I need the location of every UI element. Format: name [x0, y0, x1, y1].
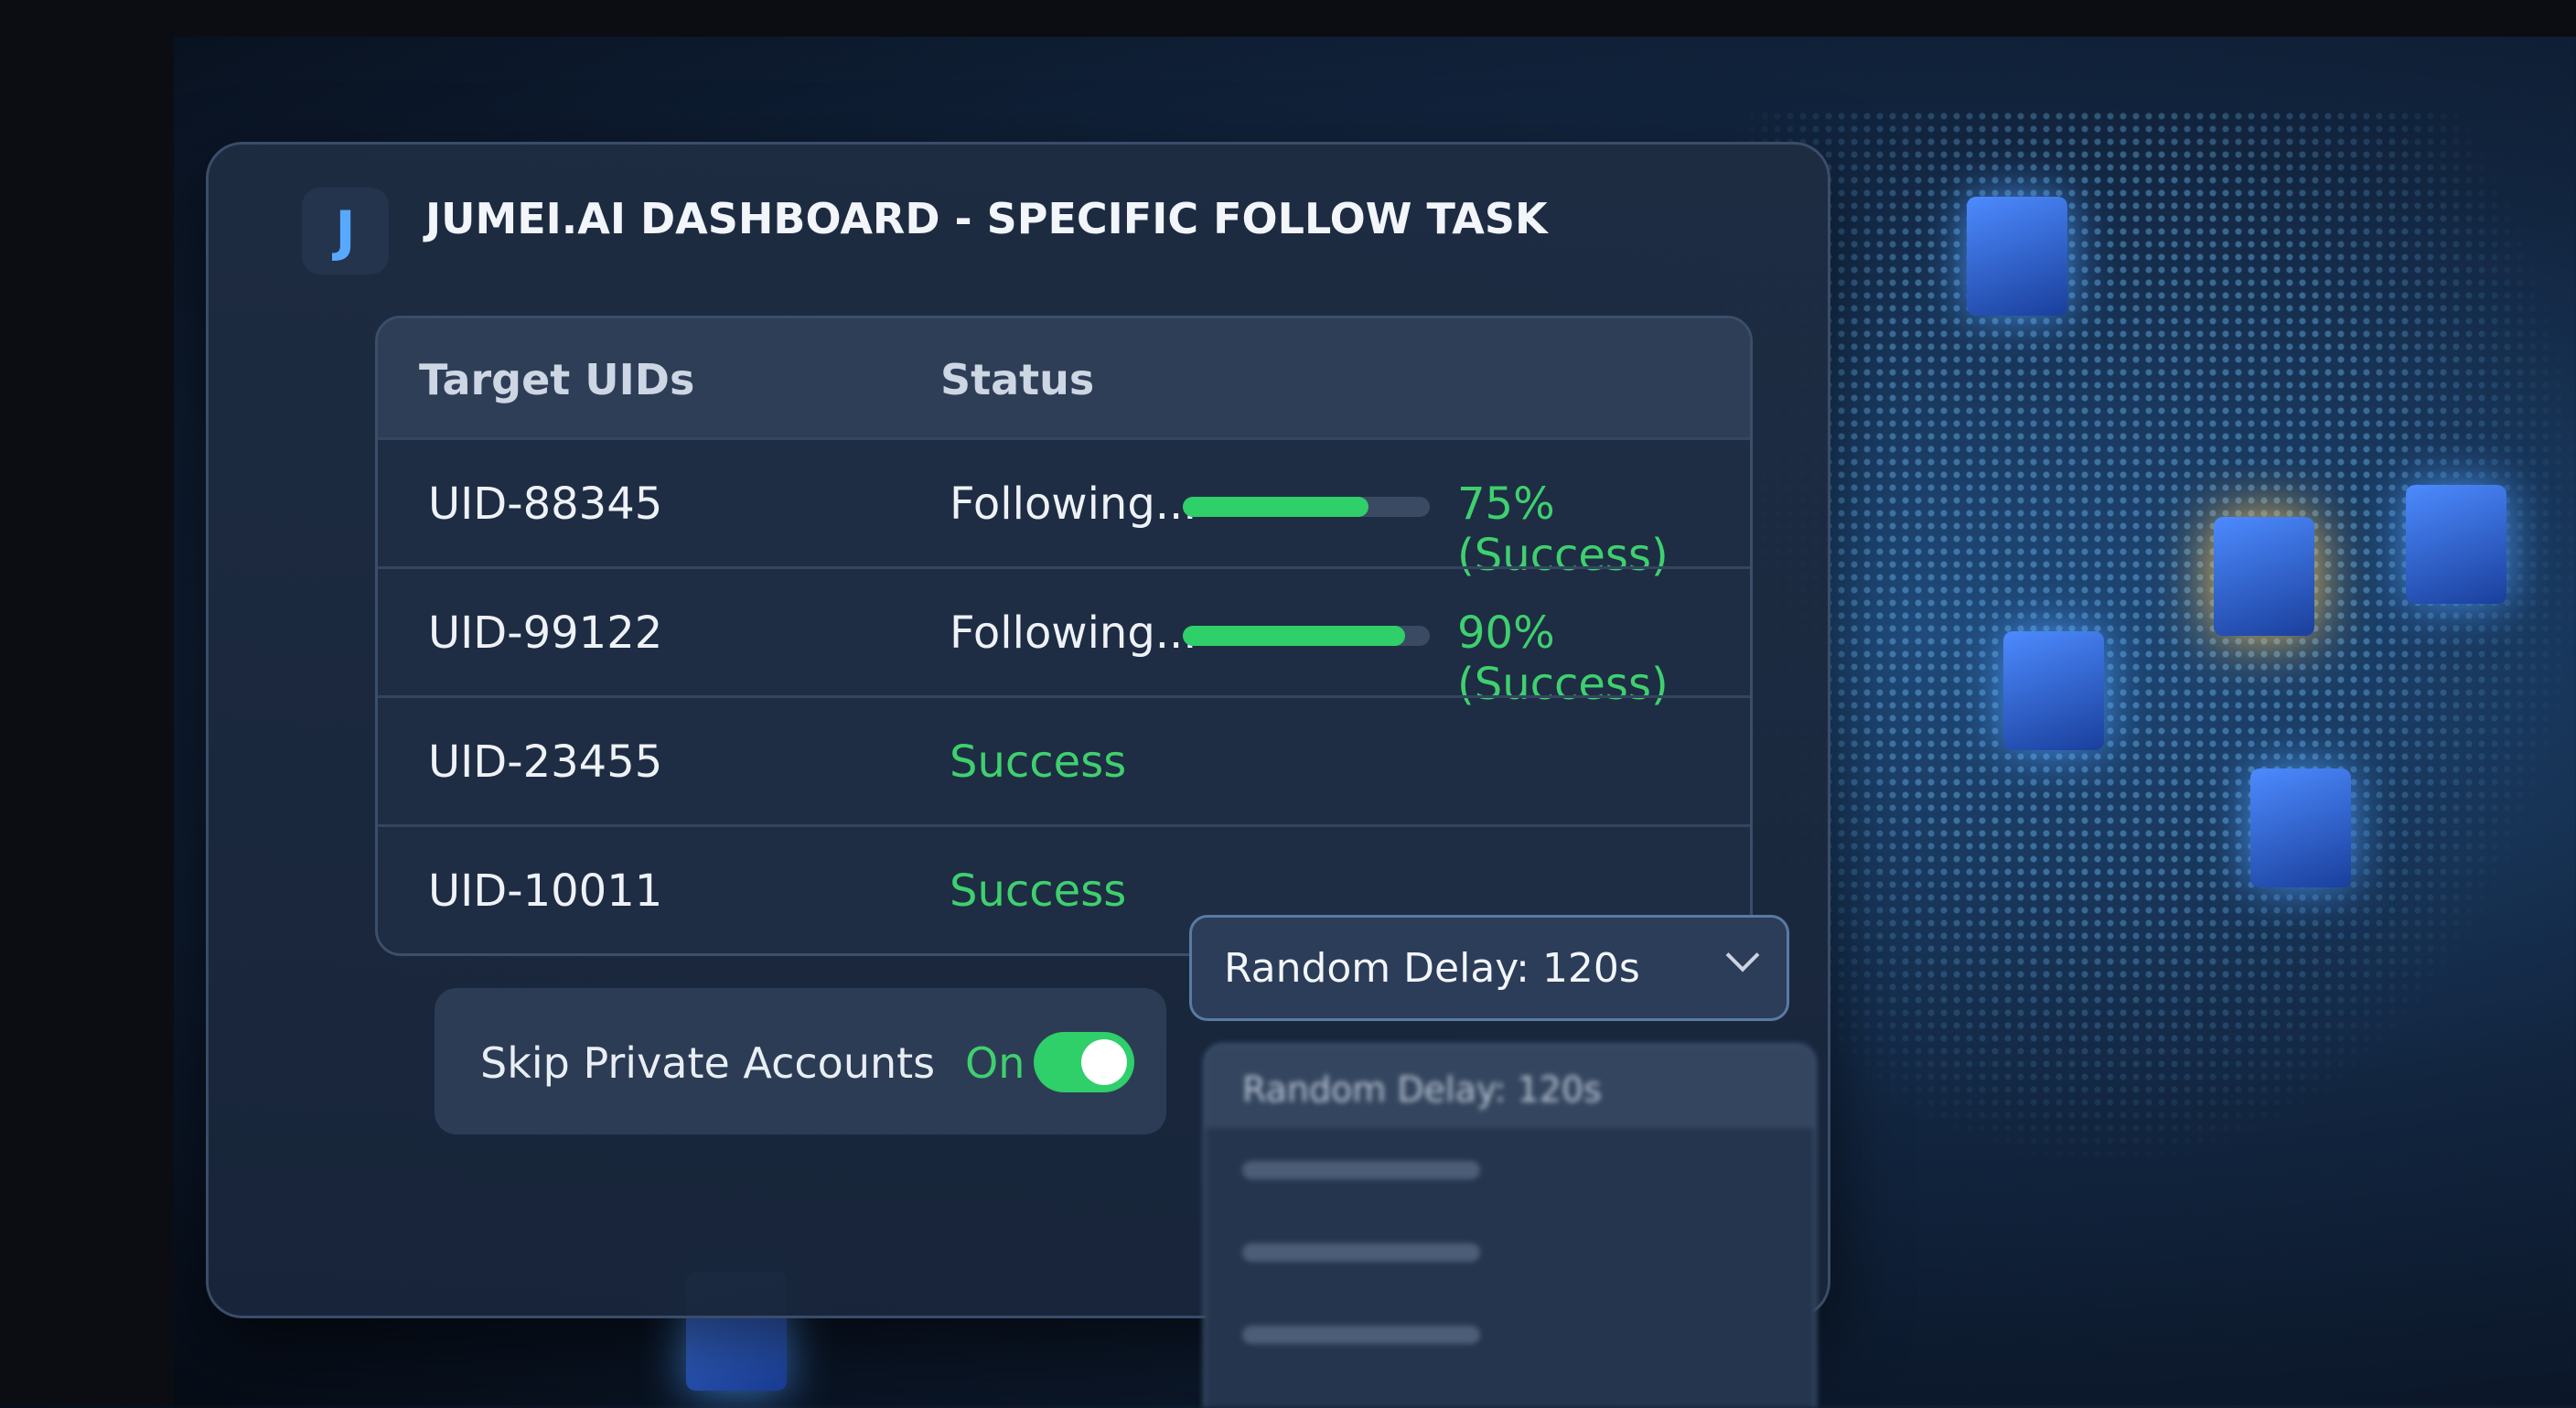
table-row: UID-99122 Following... 90% (Success): [378, 566, 1750, 710]
table-row: UID-88345 Following... 75% (Success): [378, 437, 1750, 581]
progress-track: [1183, 497, 1430, 517]
toggle-label: Skip Private Accounts: [480, 1038, 936, 1088]
table-row: UID-23455 Success: [378, 695, 1750, 824]
progress-bar: [1183, 626, 1405, 646]
column-header: Status: [940, 355, 1095, 404]
skip-private-setting: Skip Private Accounts On: [435, 988, 1166, 1134]
blurred-text: [1242, 1161, 1480, 1179]
dropdown-chevron: [1725, 938, 1760, 973]
dropdown-list: Random Delay: 120s: [1203, 1043, 1817, 1408]
uid-cell: UID-23455: [428, 736, 663, 788]
uid-cell: UID-88345: [428, 478, 663, 530]
server-icon: [1967, 197, 2067, 316]
logo: J: [302, 188, 389, 274]
toggle-state: On: [965, 1038, 1025, 1088]
dropdown-option[interactable]: Random Delay: 120s: [1206, 1046, 1814, 1128]
progress-bar: [1183, 497, 1368, 517]
server-icon: [2406, 485, 2506, 604]
uid-cell: UID-10011: [428, 865, 663, 917]
blurred-text: [1242, 1243, 1480, 1262]
dropdown-selected: Random Delay: 120s: [1224, 945, 1640, 992]
dropdown-option-blurred: [1206, 1210, 1814, 1293]
server-icon: [2214, 517, 2314, 636]
column-header: Target UIDs: [419, 355, 695, 404]
option-label: Random Delay: 120s: [1242, 1069, 1602, 1110]
server-icon: [2003, 631, 2104, 750]
progress-track: [1183, 626, 1430, 646]
status-cell: Following...: [950, 607, 1197, 659]
uid-cell: UID-99122: [428, 607, 663, 659]
dashboard-title: JUMEI.AI DASHBOARD - SPECIFIC FOLLOW TAS…: [425, 194, 1548, 243]
progress-label: 75% (Success): [1457, 478, 1669, 581]
status-cell: Following...: [950, 478, 1197, 530]
toggle-switch[interactable]: [1034, 1032, 1134, 1092]
delay-dropdown[interactable]: Random Delay: 120s: [1189, 915, 1789, 1021]
status-cell: Success: [950, 865, 1127, 917]
server-icon: [2250, 768, 2351, 887]
table-row: UID-10011 Success: [378, 824, 1750, 953]
world-map: [1720, 110, 2576, 1162]
table-header: Target UIDs Status: [378, 318, 1750, 437]
blurred-text: [1242, 1326, 1480, 1344]
uid-table: Target UIDs Status UID-88345 Following...…: [375, 316, 1753, 956]
dropdown-option-blurred: [1206, 1293, 1814, 1375]
status-cell: Success: [950, 736, 1127, 788]
dropdown-option-blurred: [1206, 1128, 1814, 1210]
progress-label: 90% (Success): [1457, 607, 1669, 710]
